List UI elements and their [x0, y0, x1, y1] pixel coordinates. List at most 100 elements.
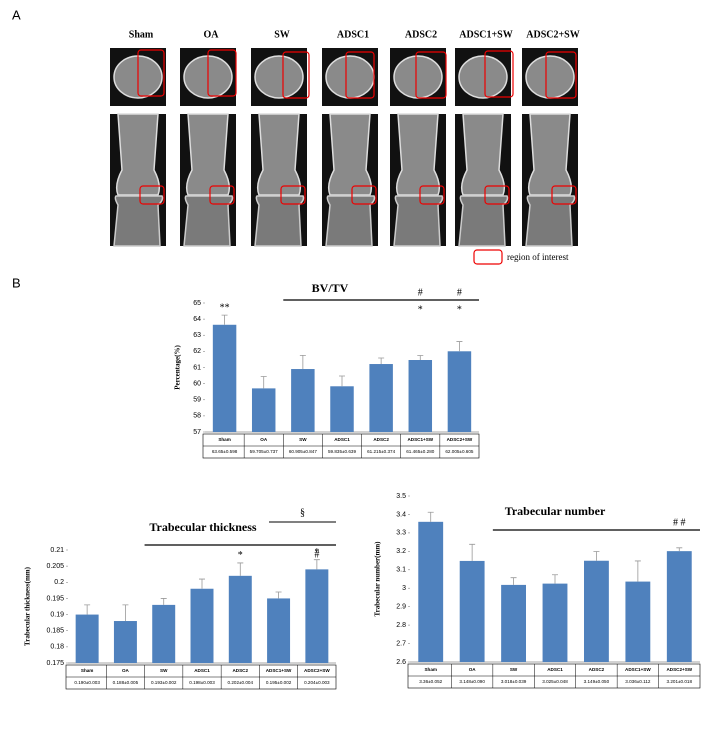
y-tick-label: 2.7 — [396, 640, 406, 647]
value-label: 3.149±0.050 — [584, 679, 610, 684]
x-tick-label: ADSC1+SW — [407, 437, 433, 442]
y-tick-label: 61 — [193, 364, 201, 371]
y-tick-label: 65 — [193, 300, 201, 307]
roi — [209, 185, 235, 205]
significance-mark: # — [314, 549, 319, 560]
error-bar — [237, 562, 244, 576]
x-tick-label: ADSC1 — [547, 667, 563, 672]
bar — [228, 575, 252, 663]
value-label: 0.195±0.002 — [266, 680, 292, 685]
chart-title: Trabecular number — [505, 504, 606, 518]
x-tick-label: OA — [469, 667, 477, 672]
bar — [447, 351, 472, 432]
error-bar — [313, 559, 320, 570]
column-label: SW — [274, 29, 290, 40]
value-label: 59.705±0.737 — [250, 449, 279, 454]
value-label: 0.202±0.004 — [228, 680, 254, 685]
bar — [212, 324, 237, 432]
value-label: 3.36±0.052 — [419, 679, 442, 684]
x-tick-label: ADSC2 — [373, 437, 389, 442]
error-bar — [676, 547, 683, 552]
value-label: 60.905±0.847 — [289, 449, 318, 454]
bone — [325, 55, 375, 99]
x-tick-label: ADSC2 — [232, 668, 248, 673]
column-label: OA — [204, 29, 220, 40]
roi — [551, 185, 577, 205]
bar — [666, 551, 692, 662]
y-tick-label: 59 — [193, 397, 201, 404]
bone — [327, 113, 373, 196]
bar — [625, 581, 651, 662]
x-tick-label: ADSC2+SW — [666, 667, 692, 672]
error-bar — [634, 560, 641, 582]
x-tick-label: ADSC1+SW — [266, 668, 292, 673]
error-bar — [260, 376, 267, 389]
x-tick-label: ADSC2+SW — [447, 437, 473, 442]
x-tick-label: SW — [299, 437, 307, 442]
y-tick-label: 0.205 — [46, 563, 64, 570]
x-tick-label: Sham — [81, 668, 94, 673]
error-bar — [339, 375, 345, 387]
x-tick-label: OA — [260, 437, 268, 442]
value-label: 3.025±0.048 — [542, 679, 568, 684]
bar — [305, 569, 329, 663]
y-axis-label: Trabecular number(mm) — [374, 541, 382, 617]
value-label: 61.465±0.280 — [406, 449, 435, 454]
error-bar — [299, 354, 306, 370]
bar — [152, 604, 176, 663]
column-label: Sham — [129, 29, 154, 40]
legend-text: region of interest — [507, 252, 569, 262]
value-label: 3.201±0.018 — [667, 679, 693, 684]
bar — [267, 598, 291, 663]
significance-mark: # # — [673, 517, 686, 528]
y-tick-label: 0.2 — [54, 579, 64, 586]
error-bar — [160, 598, 167, 605]
x-tick-label: Sham — [218, 437, 231, 442]
value-label: 62.005±0.605 — [445, 449, 474, 454]
y-tick-label: 3.3 — [396, 530, 406, 537]
significance-mark: # — [457, 287, 462, 298]
error-bar — [221, 314, 228, 325]
y-axis-label: Trabecular thickness(mm) — [24, 566, 32, 646]
significance-mark: * — [418, 304, 423, 315]
bar — [408, 360, 433, 432]
significance-mark: § — [300, 507, 305, 518]
panel-label: A — [12, 7, 21, 22]
y-axis-label: Percentage(%) — [174, 345, 182, 390]
legend-swatch — [473, 249, 503, 265]
significance-mark: # — [418, 287, 423, 298]
error-bar — [469, 543, 476, 561]
y-tick-label: 2.9 — [396, 604, 406, 611]
x-tick-label: Sham — [424, 667, 437, 672]
significance-mark: * — [314, 547, 319, 558]
error-bar — [84, 604, 91, 615]
roi — [282, 51, 310, 99]
value-label: 0.190±0.003 — [74, 680, 100, 685]
column-label: ADSC2+SW — [526, 29, 580, 40]
value-label: 3.148±0.090 — [459, 679, 485, 684]
y-tick-label: 0.175 — [46, 660, 64, 667]
bar — [75, 614, 99, 663]
y-tick-label: 0.18 — [50, 644, 64, 651]
bar — [501, 584, 526, 662]
significance-mark: * — [457, 304, 462, 315]
y-tick-label: 0.185 — [46, 628, 64, 635]
error-bar — [199, 578, 205, 589]
panel-label: B — [12, 275, 21, 290]
significance-mark: ** — [220, 302, 230, 313]
x-tick-label: ADSC2 — [589, 667, 605, 672]
x-tick-label: SW — [510, 667, 518, 672]
y-tick-label: 64 — [193, 316, 201, 323]
bone — [185, 113, 231, 196]
roi — [207, 49, 237, 97]
roi — [139, 185, 165, 205]
bone — [393, 55, 443, 99]
bar — [251, 388, 276, 432]
chart-title: BV/TV — [312, 281, 349, 295]
error-bar — [456, 341, 463, 352]
bone — [115, 113, 161, 196]
y-tick-label: 0.21 — [50, 547, 64, 554]
value-label: 63.65±0.598 — [212, 449, 238, 454]
bar — [542, 583, 568, 662]
